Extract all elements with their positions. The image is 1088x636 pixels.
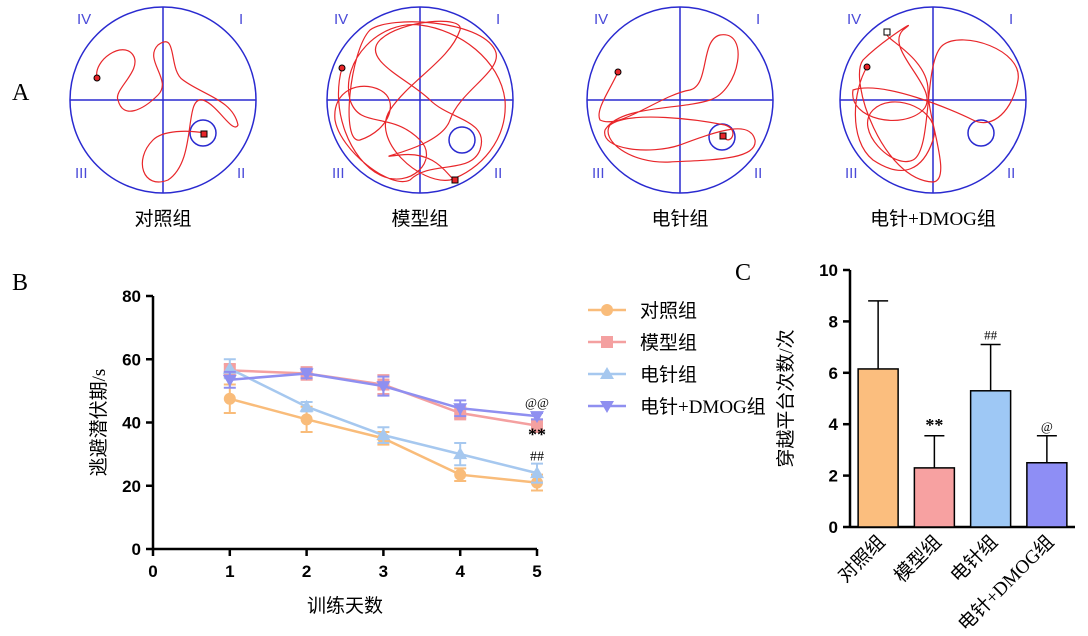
x-tick-label: 模型组 <box>890 531 946 587</box>
error-bar <box>981 345 1001 391</box>
legend-marker <box>601 336 613 348</box>
maze: IV I III II <box>840 7 1026 193</box>
x-tick-label: 0 <box>148 562 157 581</box>
x-tick-label: 5 <box>532 562 541 581</box>
panel-label: B <box>12 270 28 296</box>
quadrant: IV <box>77 11 91 28</box>
error-bar <box>868 301 888 369</box>
y-tick-label: 4 <box>829 415 839 434</box>
quadrant: I <box>496 11 500 28</box>
quadrant: III <box>332 165 345 182</box>
x-tick-label: 电针+DMOG组 <box>954 531 1058 635</box>
y-tick-label: 20 <box>122 477 141 496</box>
legend-label: 电针组 <box>640 364 697 386</box>
bar <box>858 369 898 527</box>
point <box>224 393 236 405</box>
point <box>301 413 313 425</box>
quadrant: I <box>1009 11 1013 28</box>
y-tick-label: 40 <box>122 414 141 433</box>
x-axis-label: 训练天数 <box>307 595 383 617</box>
quadrant: II <box>754 165 762 182</box>
x-tick-label: 对照组 <box>834 531 890 587</box>
y-tick-label: 60 <box>122 350 141 369</box>
y-tick-label: 80 <box>122 287 141 306</box>
quadrant: III <box>845 165 858 182</box>
error-bar <box>924 436 944 468</box>
annotation: @@ <box>525 395 549 410</box>
maze: IV I III II <box>70 7 256 193</box>
y-tick-label: 6 <box>829 364 838 383</box>
point <box>454 469 466 481</box>
quadrant: I <box>756 11 760 28</box>
legend-label: 模型组 <box>640 332 697 354</box>
quadrant: III <box>592 165 605 182</box>
bar <box>971 391 1011 527</box>
group-label: 对照组 <box>134 208 191 230</box>
x-tick-label: 电针组 <box>946 531 1002 587</box>
group-label: 电针组 <box>651 208 708 230</box>
quadrant: IV <box>334 11 348 28</box>
x-tick-label: 1 <box>225 562 234 581</box>
annotation: ** <box>528 425 546 445</box>
quadrant: II <box>237 165 245 182</box>
y-tick-label: 10 <box>819 261 838 280</box>
x-tick-label: 4 <box>455 562 465 581</box>
error-bar <box>1037 436 1057 463</box>
maze: IV I III II <box>327 7 513 193</box>
group-label: 模型组 <box>391 208 448 230</box>
quadrant: I <box>239 11 243 28</box>
annotation: ## <box>984 328 998 343</box>
legend-label: 电针+DMOG组 <box>640 396 766 418</box>
y-tick-label: 0 <box>829 518 838 537</box>
y-axis-label: 穿越平台次数/次 <box>775 329 797 467</box>
legend-marker <box>601 304 613 316</box>
group-label: 电针+DMOG组 <box>870 208 996 230</box>
quadrant: IV <box>594 11 608 28</box>
bar <box>914 468 954 527</box>
quadrant: II <box>1007 165 1015 182</box>
y-axis-label: 逃避潜伏期/s <box>88 369 110 477</box>
maze: IV I III II <box>587 7 773 193</box>
annotation: @ <box>1041 419 1053 434</box>
y-tick-label: 8 <box>829 312 838 331</box>
annotation: ## <box>530 450 544 465</box>
panel-label: A <box>12 80 30 106</box>
y-tick-label: 2 <box>829 467 838 486</box>
quadrant: IV <box>847 11 861 28</box>
x-tick-label: 3 <box>379 562 388 581</box>
figure: A B C IV I III II IV I III II IV <box>0 0 1088 636</box>
quadrant: II <box>494 165 502 182</box>
legend-label: 对照组 <box>640 300 697 322</box>
quadrant: III <box>75 165 88 182</box>
panel-label: C <box>735 260 751 286</box>
bar <box>1027 463 1067 527</box>
annotation: ** <box>925 415 943 435</box>
x-tick-label: 2 <box>302 562 311 581</box>
y-tick-label: 0 <box>132 540 141 559</box>
